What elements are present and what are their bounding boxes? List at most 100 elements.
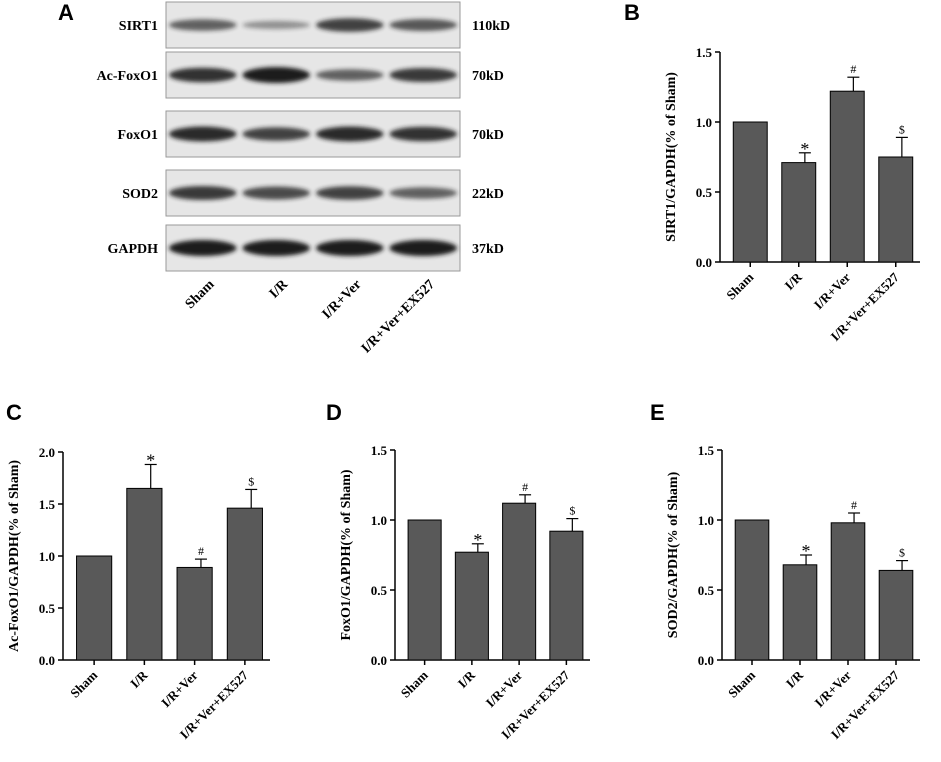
y-axis-label: FoxO1/GAPDH(% of Sham)	[339, 469, 354, 640]
bar	[782, 564, 818, 661]
band	[316, 126, 384, 142]
y-tick-label: 0.0	[698, 653, 714, 668]
x-tick-label: I/R+Ver	[483, 667, 526, 710]
bar	[830, 522, 866, 661]
significance-label: #	[522, 480, 528, 494]
blot-lane-label: I/R	[267, 277, 292, 302]
y-tick-label: 0.5	[371, 583, 388, 598]
band	[242, 186, 310, 200]
y-axis-label: SIRT1/GAPDH(% of Sham)	[664, 72, 679, 242]
bar	[781, 162, 817, 263]
band	[242, 67, 310, 83]
x-tick-label: I/R+Ver	[811, 269, 854, 312]
x-tick-label: I/R	[455, 667, 479, 691]
band	[389, 187, 457, 199]
y-tick-label: 1.0	[698, 513, 714, 528]
bar	[407, 519, 442, 661]
y-tick-label: 1.0	[371, 513, 387, 528]
bar	[126, 487, 163, 661]
x-tick-label: Sham	[67, 667, 100, 700]
panel-label-d: D	[326, 400, 342, 425]
significance-label: #	[850, 62, 856, 76]
bar	[454, 551, 489, 661]
blot-lane-label: I/R+Ver+EX527	[359, 277, 438, 356]
x-tick-label: I/R	[783, 667, 807, 691]
y-tick-label: 1.5	[39, 497, 56, 512]
x-tick-label: I/R+Ver	[158, 667, 201, 710]
x-tick-label: Sham	[398, 667, 431, 700]
y-tick-label: 2.0	[39, 445, 55, 460]
y-axis-label: Ac-FoxO1/GAPDH(% of Sham)	[7, 460, 22, 652]
blot-protein-label: Ac-FoxO1	[97, 69, 158, 84]
significance-label: $	[569, 504, 575, 518]
x-tick-label: Sham	[723, 269, 756, 302]
significance-label: $	[899, 122, 905, 136]
significance-label: #	[851, 498, 857, 512]
bar	[226, 507, 263, 661]
y-tick-label: 0.0	[39, 653, 55, 668]
y-tick-label: 1.0	[696, 115, 712, 130]
significance-label: #	[198, 544, 204, 558]
blot-protein-label: SIRT1	[119, 19, 158, 34]
y-tick-label: 0.0	[696, 255, 712, 270]
y-tick-label: 0.5	[696, 185, 713, 200]
significance-label: $	[248, 474, 254, 488]
band	[242, 20, 310, 30]
panel-label-b: B	[624, 0, 640, 25]
blot-size-label: 110kD	[472, 19, 510, 34]
significance-label: *	[146, 450, 155, 470]
band	[316, 69, 384, 81]
bar	[878, 569, 914, 661]
significance-label: *	[473, 530, 482, 550]
y-tick-label: 0.5	[39, 601, 56, 616]
band	[389, 240, 457, 256]
blot-lane-label: Sham	[183, 277, 218, 312]
y-tick-label: 1.0	[39, 549, 55, 564]
blot-protein-label: GAPDH	[107, 242, 158, 257]
blot-lane-label: I/R+Ver	[320, 277, 365, 322]
panel-label-e: E	[650, 400, 665, 425]
band	[389, 126, 457, 142]
band	[169, 126, 237, 142]
band	[389, 68, 457, 82]
blot-protein-label: SOD2	[122, 187, 158, 202]
band	[389, 19, 457, 31]
x-tick-label: I/R+Ver	[812, 667, 855, 710]
bar	[549, 530, 584, 661]
bar	[878, 156, 914, 263]
band	[169, 67, 237, 83]
band	[169, 186, 237, 200]
bar	[829, 90, 865, 263]
bar-chart-c: 0.0 0.5 1.0 1.5 2.0 Ac-FoxO1/GAPDH(% of Sham)…	[7, 445, 270, 742]
x-tick-label: I/R	[127, 667, 151, 691]
y-axis-label: SOD2/GAPDH(% of Sham)	[666, 471, 681, 638]
significance-label: $	[899, 546, 905, 560]
band	[169, 19, 237, 31]
bar	[502, 502, 537, 661]
bar	[176, 566, 213, 661]
panel-label-a: A	[58, 0, 74, 25]
bar	[734, 519, 770, 661]
y-tick-label: 0.0	[371, 653, 387, 668]
panel-label-c: C	[6, 400, 22, 425]
band	[316, 18, 384, 32]
band	[316, 186, 384, 200]
significance-label: *	[802, 541, 811, 561]
y-tick-label: 0.5	[698, 583, 715, 598]
y-tick-label: 1.5	[696, 45, 713, 60]
band	[242, 127, 310, 141]
western-blot: SIRT1 110kD Ac-FoxO1 70kD FoxO1 70kD SOD2 22kD G…	[97, 1, 510, 356]
band	[242, 240, 310, 256]
band	[169, 240, 237, 256]
y-tick-label: 1.5	[698, 443, 715, 458]
blot-size-label: 22kD	[472, 187, 504, 202]
band	[316, 240, 384, 256]
x-tick-label: I/R	[781, 269, 805, 293]
bar-chart-d: 0.0 0.5 1.0 1.5 FoxO1/GAPDH(% of Sham) Sham * I…	[339, 443, 590, 742]
bar-chart-b: 0.0 0.5 1.0 1.5 SIRT1/GAPDH(% of Sham) Sham * I…	[664, 45, 920, 344]
blot-size-label: 37kD	[472, 242, 504, 257]
bar	[76, 555, 113, 661]
bar	[732, 121, 768, 263]
bar-chart-e: 0.0 0.5 1.0 1.5 SOD2/GAPDH(% of Sham) Sham * I/…	[666, 443, 920, 742]
